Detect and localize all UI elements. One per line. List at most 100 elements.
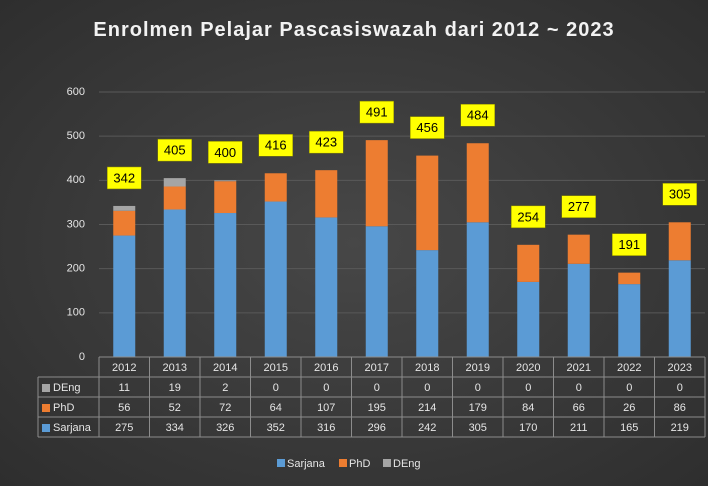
table-value: 64: [270, 402, 282, 414]
table-value: 242: [418, 422, 436, 434]
x-tick-label: 2016: [314, 362, 338, 374]
y-tick-label: 300: [67, 218, 85, 230]
table-value: 56: [118, 402, 130, 414]
total-label-box: [410, 116, 445, 139]
table-value: 0: [374, 382, 380, 394]
table-value: 2: [222, 382, 228, 394]
bar-segment: [668, 260, 691, 357]
bar-segment: [365, 140, 388, 227]
table-value: 214: [418, 402, 436, 414]
table-value: 195: [368, 402, 386, 414]
bar-segment: [163, 186, 186, 210]
total-label: 400: [214, 145, 236, 160]
total-label-box: [107, 166, 142, 190]
legend-label: Sarjana: [287, 458, 326, 470]
total-label: 491: [366, 105, 388, 120]
total-label-box: [157, 138, 192, 162]
table-value: 275: [115, 422, 133, 434]
table-value: 211: [570, 422, 588, 434]
table-value: 52: [169, 402, 181, 414]
table-value: 170: [519, 422, 537, 434]
table-value: 0: [525, 382, 531, 394]
total-label-box: [309, 130, 344, 154]
total-label-box: [561, 195, 596, 218]
x-tick-label: 2015: [264, 362, 288, 374]
table-series-name: PhD: [53, 402, 74, 414]
table-value: 26: [623, 402, 635, 414]
table-value: 72: [219, 402, 231, 414]
legend-key: [383, 459, 391, 467]
table-value: 305: [469, 422, 487, 434]
table-series-name: Sarjana: [53, 422, 92, 434]
bar-segment: [264, 201, 287, 357]
bar-segment: [163, 209, 186, 357]
total-label-box: [460, 103, 495, 127]
bar-segment: [416, 155, 439, 251]
bar-segment: [618, 272, 641, 285]
table-value: 0: [323, 382, 329, 394]
table-value: 334: [166, 422, 184, 434]
total-label-box: [359, 100, 394, 124]
total-label: 456: [416, 120, 438, 135]
legend-label: PhD: [349, 458, 370, 470]
bar-segment: [668, 222, 691, 261]
x-tick-label: 2021: [567, 362, 591, 374]
y-tick-label: 0: [79, 351, 85, 363]
table-legend-key: [42, 404, 50, 412]
bar-segment: [214, 181, 237, 214]
bar-segment: [567, 234, 590, 264]
bar-segment: [466, 143, 489, 223]
x-tick-label: 2018: [415, 362, 439, 374]
table-value: 219: [671, 422, 689, 434]
table-value: 107: [317, 402, 335, 414]
table-value: 66: [573, 402, 585, 414]
chart-title: Enrolmen Pelajar Pascasiswazah dari 2012…: [93, 19, 615, 41]
bar-segment: [315, 170, 338, 218]
x-tick-label: 2019: [466, 362, 490, 374]
bar-segment: [567, 263, 590, 357]
total-label-box: [258, 134, 293, 157]
y-tick-label: 100: [67, 307, 85, 319]
bar-segment: [365, 226, 388, 357]
table-value: 86: [674, 402, 686, 414]
table-value: 0: [475, 382, 481, 394]
x-tick-label: 2022: [617, 362, 641, 374]
table-value: 316: [317, 422, 335, 434]
bar-segment: [264, 173, 287, 202]
total-label-box: [208, 141, 243, 164]
legend-key: [339, 459, 347, 467]
x-tick-label: 2017: [365, 362, 389, 374]
total-label: 305: [669, 187, 691, 202]
table-value: 19: [169, 382, 181, 394]
table-value: 0: [677, 382, 683, 394]
table-legend-key: [42, 384, 50, 392]
x-tick-label: 2013: [163, 362, 187, 374]
table-value: 0: [626, 382, 632, 394]
table-value: 165: [620, 422, 638, 434]
bar-segment: [214, 213, 237, 357]
y-tick-label: 500: [67, 130, 85, 142]
bar-segment: [416, 250, 439, 357]
total-label: 277: [568, 199, 590, 214]
bar-segment: [315, 217, 338, 357]
total-label: 342: [113, 170, 135, 185]
y-tick-label: 600: [67, 86, 85, 98]
total-label-box: [662, 183, 697, 206]
table-value: 84: [522, 402, 534, 414]
bar-segment: [466, 222, 489, 357]
y-tick-label: 200: [67, 263, 85, 275]
bar-segment: [113, 210, 136, 236]
table-value: 296: [368, 422, 386, 434]
x-tick-label: 2020: [516, 362, 540, 374]
y-tick-label: 400: [67, 174, 85, 186]
bar-segment: [214, 180, 237, 182]
table-value: 326: [216, 422, 234, 434]
x-tick-label: 2012: [112, 362, 136, 374]
bar-segment: [618, 284, 641, 357]
bar-segment: [517, 281, 540, 357]
total-label: 405: [164, 143, 186, 158]
table-value: 0: [424, 382, 430, 394]
total-label-box: [612, 233, 647, 256]
bar-segment: [517, 244, 540, 282]
